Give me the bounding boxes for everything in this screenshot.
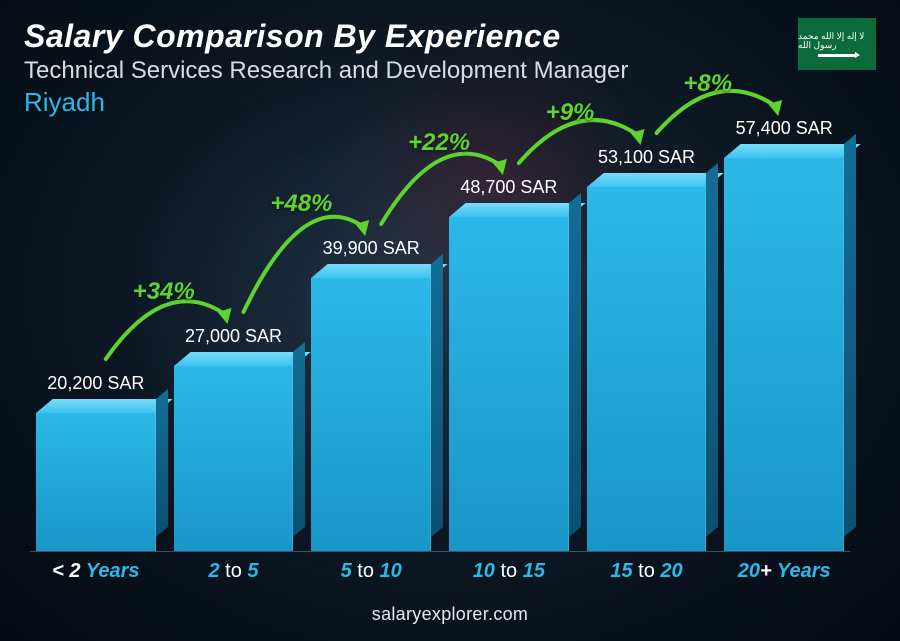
bar-front: [724, 158, 844, 551]
bar-group: 27,000 SAR: [174, 366, 294, 551]
value-label: 53,100 SAR: [563, 147, 731, 168]
bar-top: [449, 203, 585, 217]
x-label: 2 to 5: [174, 560, 294, 583]
bar-front: [311, 278, 431, 551]
chart-title: Salary Comparison By Experience: [24, 18, 790, 55]
bar-front: [587, 187, 707, 551]
x-label: 15 to 20: [587, 560, 707, 583]
bar-top: [36, 399, 172, 413]
flag-sword-icon: [818, 54, 856, 57]
bar-group: 57,400 SAR: [724, 158, 844, 551]
chart-location: Riyadh: [24, 87, 790, 118]
bar-side: [569, 193, 581, 537]
bars-container: 20,200 SAR27,000 SAR39,900 SAR48,700 SAR…: [30, 140, 850, 551]
bar-front: [449, 217, 569, 551]
bar-group: 53,100 SAR: [587, 187, 707, 551]
bar-group: 20,200 SAR: [36, 413, 156, 551]
bar-top: [311, 264, 447, 278]
value-label: 48,700 SAR: [425, 177, 593, 198]
bar-top: [724, 144, 860, 158]
header: Salary Comparison By Experience Technica…: [24, 18, 790, 118]
bar-chart: 20,200 SAR27,000 SAR39,900 SAR48,700 SAR…: [30, 140, 850, 579]
bar-side: [431, 254, 443, 537]
x-labels-container: < 2 Years 2 to 5 5 to 10 10 to 15 15 to 20 20…: [30, 560, 850, 583]
x-label: 20+ Years: [724, 560, 844, 583]
x-label: 5 to 10: [311, 560, 431, 583]
value-label: 57,400 SAR: [700, 118, 868, 139]
bar-top: [174, 352, 310, 366]
value-label: 27,000 SAR: [150, 326, 318, 347]
bar-front: [36, 413, 156, 551]
x-label: < 2 Years: [36, 560, 156, 583]
value-label: 20,200 SAR: [12, 373, 180, 394]
bar: 53,100 SAR: [587, 187, 707, 551]
value-label: 39,900 SAR: [287, 238, 455, 259]
chart-baseline: [30, 551, 850, 552]
bar: 48,700 SAR: [449, 217, 569, 551]
x-label: 10 to 15: [449, 560, 569, 583]
country-flag: لا إله إلا الله محمد رسول الله: [798, 18, 876, 70]
bar-side: [706, 163, 718, 537]
bar-side: [156, 389, 168, 537]
bar-side: [844, 134, 856, 537]
bar: 27,000 SAR: [174, 366, 294, 551]
chart-subtitle: Technical Services Research and Developm…: [24, 57, 790, 85]
flag-shahada: لا إله إلا الله محمد رسول الله: [798, 32, 876, 50]
bar-front: [174, 366, 294, 551]
footer-attribution: salaryexplorer.com: [0, 604, 900, 625]
bar-side: [293, 342, 305, 537]
bar: 20,200 SAR: [36, 413, 156, 551]
bar-group: 39,900 SAR: [311, 278, 431, 551]
bar-group: 48,700 SAR: [449, 217, 569, 551]
bar: 57,400 SAR: [724, 158, 844, 551]
bar: 39,900 SAR: [311, 278, 431, 551]
bar-top: [587, 173, 723, 187]
